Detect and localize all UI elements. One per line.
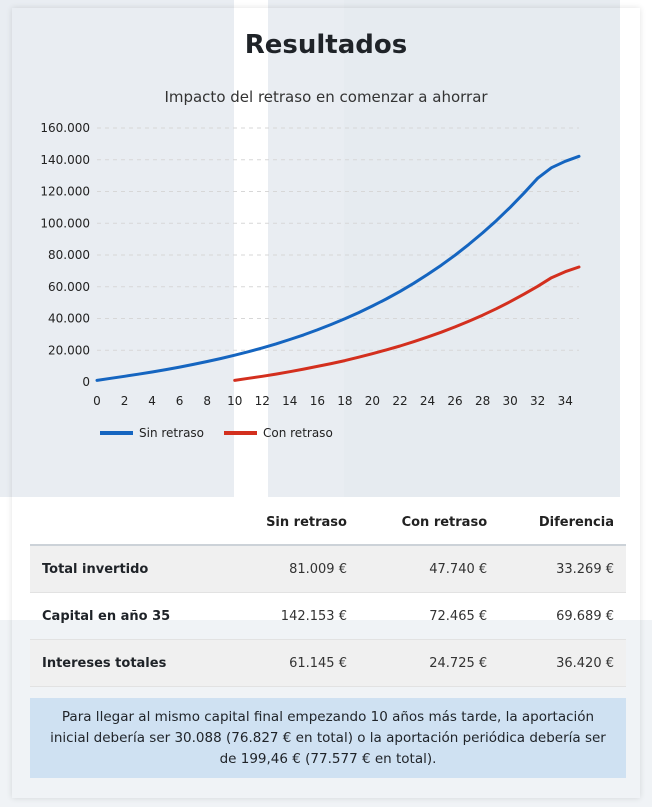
x-tick-label: 28	[475, 394, 490, 408]
y-tick-label: 140.000	[40, 153, 90, 167]
x-tick-label: 16	[310, 394, 325, 408]
legend-label: Con retraso	[263, 426, 333, 440]
x-tick-label: 8	[203, 394, 211, 408]
table-cell: 69.689 €	[499, 592, 626, 640]
table-header-cell: Diferencia	[499, 500, 626, 546]
series-line-con-retraso	[233, 265, 581, 382]
watermark-shape	[0, 0, 234, 497]
info-note: Para llegar al mismo capital final empez…	[30, 698, 626, 778]
x-tick-label: 0	[93, 394, 101, 408]
table-cell: Capital en año 35	[30, 592, 225, 640]
table-cell: 33.269 €	[499, 545, 626, 593]
y-tick-label: 80.000	[48, 248, 90, 262]
table-cell: 61.145 €	[224, 639, 359, 687]
table-cell: 72.465 €	[358, 592, 500, 640]
x-tick-label: 14	[282, 394, 297, 408]
y-tick-label: 100.000	[40, 216, 90, 230]
x-tick-label: 24	[420, 394, 435, 408]
x-tick-label: 30	[503, 394, 518, 408]
x-tick-label: 4	[148, 394, 156, 408]
y-tick-label: 40.000	[48, 312, 90, 326]
table-header-row: Sin retraso Con retraso Diferencia	[30, 500, 626, 546]
table-row: Total invertido 81.009 € 47.740 € 33.269…	[30, 545, 626, 593]
watermark-shape	[268, 0, 344, 497]
table-cell: Intereses totales	[30, 639, 225, 687]
delay-chart: Impacto del retraso en comenzar a ahorra…	[0, 80, 652, 460]
table-cell: Total invertido	[30, 545, 225, 593]
x-tick-label: 32	[530, 394, 545, 408]
table-cell: 81.009 €	[224, 545, 359, 593]
x-tick-label: 18	[337, 394, 352, 408]
table-cell: 24.725 €	[358, 639, 500, 687]
x-tick-label: 20	[365, 394, 380, 408]
x-tick-label: 6	[176, 394, 184, 408]
x-tick-label: 12	[255, 394, 270, 408]
y-tick-label: 0	[82, 375, 90, 389]
table-row: Capital en año 35 142.153 € 72.465 € 69.…	[30, 592, 626, 640]
watermark-shape	[344, 0, 620, 497]
x-tick-label: 22	[392, 394, 407, 408]
table-cell: 47.740 €	[358, 545, 500, 593]
x-tick-label: 26	[447, 394, 462, 408]
page-title: Resultados	[244, 30, 408, 60]
table-row: Intereses totales 61.145 € 24.725 € 36.4…	[30, 639, 626, 687]
results-table: Sin retraso Con retraso Diferencia Total…	[30, 500, 626, 687]
y-tick-label: 120.000	[40, 185, 90, 199]
legend-label: Sin retraso	[139, 426, 204, 440]
x-tick-label: 34	[558, 394, 573, 408]
table-cell: 36.420 €	[499, 639, 626, 687]
y-tick-label: 160.000	[40, 121, 90, 135]
table-cell: 142.153 €	[224, 592, 359, 640]
y-tick-label: 60.000	[48, 280, 90, 294]
x-tick-label: 10	[227, 394, 242, 408]
table-header-cell: Con retraso	[358, 500, 500, 546]
x-tick-label: 2	[121, 394, 129, 408]
chart-svg: 0 20.000 40.000 60.000 80.000 100.000 120.000 1…	[40, 121, 581, 440]
y-tick-label: 20.000	[48, 343, 90, 357]
chart-title: Impacto del retraso en comenzar a ahorra…	[164, 88, 488, 106]
table-header-cell: Sin retraso	[224, 500, 359, 546]
table-header-cell	[30, 500, 225, 546]
series-line-sin-retraso	[95, 154, 581, 382]
